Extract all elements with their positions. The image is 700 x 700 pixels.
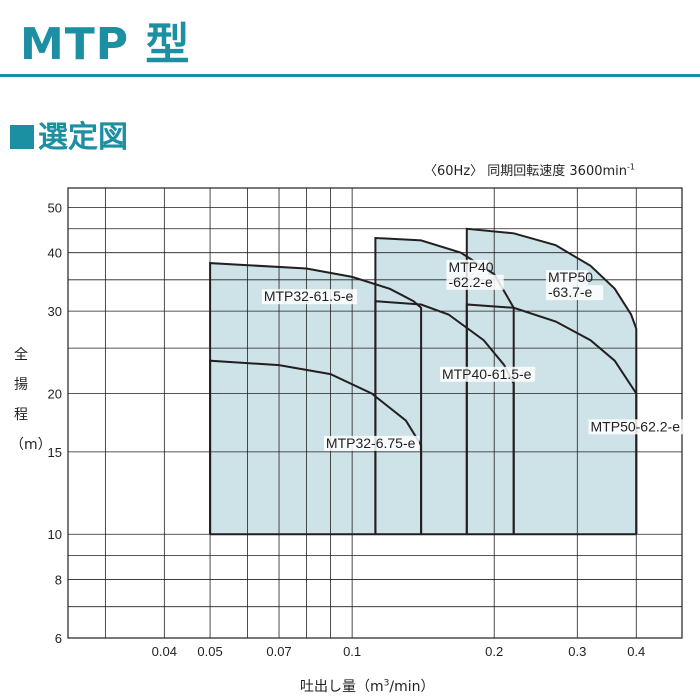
x-tick-label: 0.1 <box>343 644 361 659</box>
model-label-bg <box>446 259 489 275</box>
y-tick-label: 50 <box>48 200 62 215</box>
x-tick-label: 0.3 <box>568 644 586 659</box>
x-tick-label: 0.2 <box>485 644 503 659</box>
curve-4 <box>465 227 638 535</box>
model-label: MTP32-61.5-e <box>261 288 358 305</box>
x-tick-label: 0.04 <box>152 644 177 659</box>
model-label-bg <box>588 419 684 435</box>
model-label: MTP50-63.7-e <box>545 269 604 301</box>
section-title-text: 選定図 <box>38 120 128 155</box>
model-label-bg <box>545 270 588 286</box>
chart-grid <box>68 188 683 639</box>
x-axis-label: 吐出し量（m3/min） <box>300 676 435 696</box>
y-tick-label: 10 <box>48 527 62 542</box>
curve-0 <box>209 262 423 535</box>
model-label: MTP40-61.5-e <box>439 366 536 382</box>
y-tick-label: 20 <box>48 386 62 401</box>
model-label-text: MTP40-61.5-e <box>442 366 532 382</box>
model-label-bg <box>545 285 604 301</box>
y-tick-label: 8 <box>55 573 62 588</box>
plot-border <box>67 187 683 639</box>
x-axis-label-suffix: /min） <box>389 679 435 695</box>
axis-ticks: 0.04 0.05 0.07 0.1 0.2 0.3 0.4 6 8 10 15 20 30 40 50 <box>48 200 646 659</box>
plot-frame <box>67 187 683 639</box>
x-tick-label: 0.05 <box>197 644 222 659</box>
curve-1 <box>209 359 423 535</box>
model-labels: MTP32-61.5-eMTP32-6.75-eMTP40-62.2-eMTP4… <box>261 259 684 451</box>
y-tick-label: 15 <box>48 445 62 460</box>
x-axis-label-prefix: 吐出し量（m <box>300 679 384 695</box>
model-label-text: MTP32-61.5-e <box>264 288 354 304</box>
y-axis-label-char: 程 <box>14 407 28 423</box>
model-label: MTP50-62.2-e <box>588 418 684 435</box>
region-5 <box>466 304 637 535</box>
speed-note-sup: -1 <box>627 162 635 172</box>
curve-5 <box>465 303 638 535</box>
x-axis-label-sup: 3 <box>383 678 390 689</box>
model-label-bg <box>439 366 536 382</box>
x-tick-label: 0.07 <box>266 644 291 659</box>
model-label-text: MTP40 <box>448 259 493 275</box>
model-label: MTP40-62.2-e <box>446 259 504 290</box>
title-rule <box>0 74 700 77</box>
model-label-bg <box>261 289 358 305</box>
region-1 <box>210 360 422 535</box>
pump-regions <box>210 228 637 535</box>
y-tick-label: 30 <box>48 304 62 319</box>
model-label-bg <box>323 435 420 451</box>
model-label-text: -63.7-e <box>548 284 593 300</box>
x-tick-label: 0.4 <box>627 644 645 659</box>
model-label: MTP32-6.75-e <box>323 435 420 451</box>
model-label-text: MTP50-62.2-e <box>591 418 681 434</box>
model-label-text: -62.2-e <box>448 274 493 290</box>
y-tick-label: 6 <box>55 631 62 646</box>
y-axis-label-char: 揚 <box>14 377 28 393</box>
model-label-text: MTP32-6.75-e <box>326 435 416 451</box>
section-title: 選定図 <box>10 112 128 156</box>
page-title: MTP 型 <box>20 19 191 70</box>
y-tick-label: 40 <box>48 246 62 261</box>
speed-note-text: 〈60Hz〉 同期回転速度 3600min <box>424 164 628 179</box>
section-square-icon <box>10 125 34 149</box>
speed-note: 〈60Hz〉 同期回転速度 3600min-1 <box>424 160 635 179</box>
model-label-bg <box>446 274 504 290</box>
y-axis-label-char: 全 <box>14 347 28 363</box>
model-label-text: MTP50 <box>548 269 593 285</box>
y-axis-label: 全 揚 程 （m） <box>10 340 52 460</box>
